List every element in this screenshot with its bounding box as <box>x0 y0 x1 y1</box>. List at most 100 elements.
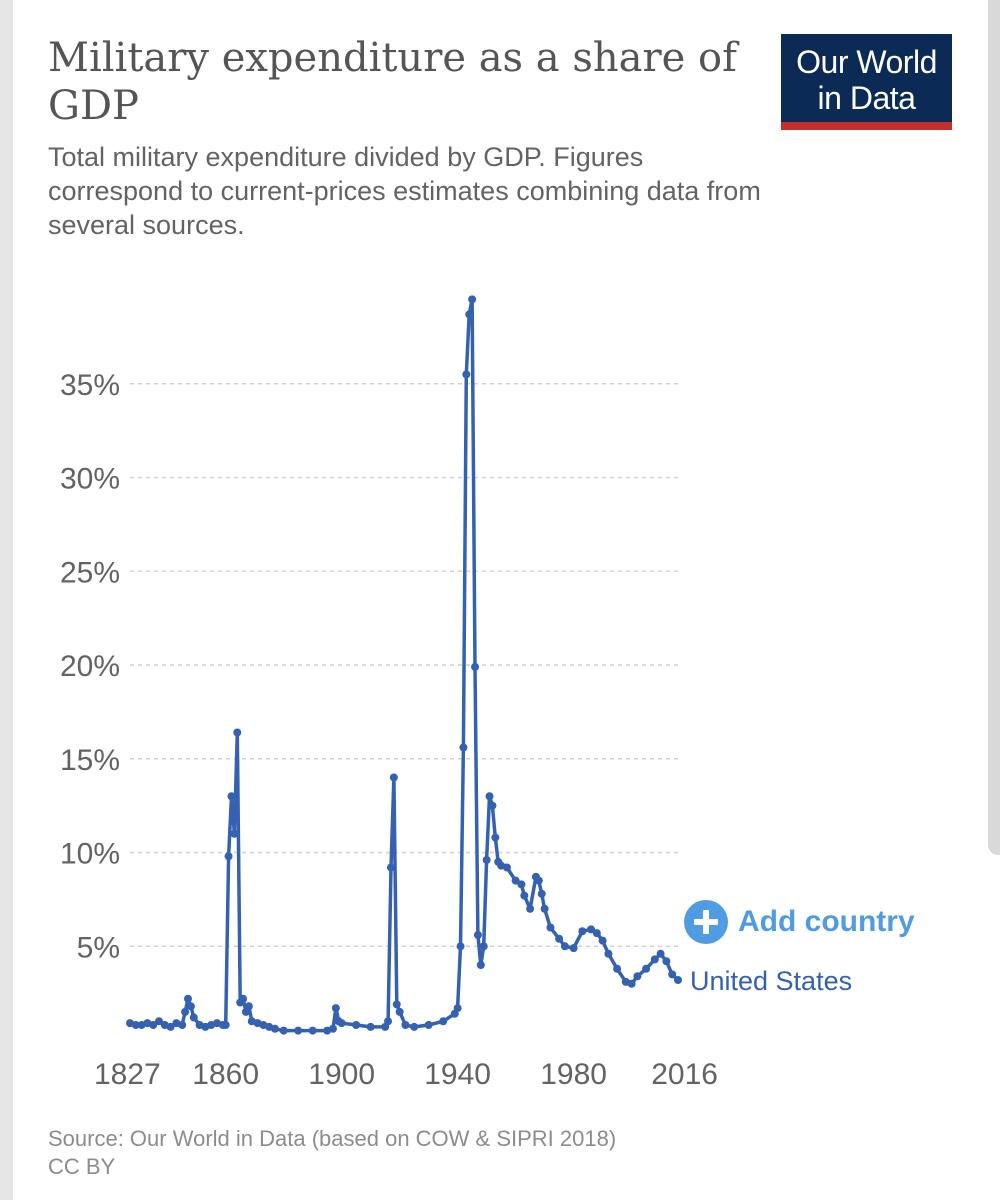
data-point <box>537 889 546 898</box>
logo-line-1: Our World <box>796 44 937 80</box>
y-tick-label: 10% <box>60 838 120 871</box>
data-point <box>592 929 601 938</box>
data-point <box>331 1004 340 1013</box>
data-point <box>337 1019 346 1028</box>
data-point <box>613 964 622 973</box>
x-tick-label: 2016 <box>651 1058 718 1091</box>
data-point <box>482 856 491 864</box>
x-tick-label: 1980 <box>540 1058 607 1091</box>
chart-subtitle: Total military expenditure divided by GD… <box>48 142 761 240</box>
add-country-button[interactable]: Add country <box>684 900 915 944</box>
chart-title: Military expenditure as a share of GDP <box>48 35 737 129</box>
plus-circle-icon <box>684 900 728 944</box>
source-text: Source: Our World in Data (based on COW … <box>48 1126 617 1151</box>
data-point <box>392 1000 401 1009</box>
data-point <box>386 863 395 872</box>
data-point <box>674 976 682 984</box>
data-point <box>279 1026 288 1035</box>
data-point <box>424 1021 433 1029</box>
data-point <box>166 1022 175 1031</box>
data-point <box>642 964 651 973</box>
x-tick-label: 1827 <box>94 1058 161 1091</box>
data-point <box>308 1026 317 1035</box>
data-point <box>410 1022 419 1031</box>
data-point <box>459 743 468 752</box>
data-point <box>395 1007 404 1016</box>
data-point <box>598 936 607 945</box>
data-point <box>627 979 636 988</box>
data-point <box>491 833 500 842</box>
data-point <box>656 949 665 958</box>
data-point <box>462 370 471 379</box>
data-point <box>476 961 485 969</box>
source-note: Source: Our World in Data (based on COW … <box>48 1125 616 1181</box>
data-point <box>389 773 398 782</box>
data-point <box>511 876 520 885</box>
data-point <box>526 904 535 913</box>
data-point <box>650 955 659 964</box>
logo-line-2: in Data <box>817 80 916 116</box>
owid-logo[interactable]: Our World in Data <box>781 34 952 130</box>
data-point <box>517 880 526 889</box>
data-point <box>473 931 482 939</box>
data-point <box>468 295 477 304</box>
data-point <box>555 934 564 943</box>
y-tick-label: 35% <box>60 369 120 402</box>
data-point <box>502 863 511 872</box>
data-point <box>154 1017 163 1026</box>
data-point <box>244 1002 253 1011</box>
data-point <box>233 728 242 737</box>
y-tick-label: 30% <box>60 463 120 496</box>
data-point <box>328 1024 337 1033</box>
data-point <box>439 1017 448 1026</box>
left-window-edge <box>0 0 13 1200</box>
data-point <box>224 852 233 861</box>
data-point <box>587 925 596 934</box>
data-point <box>366 1022 375 1031</box>
data-point <box>465 310 474 319</box>
data-point <box>239 994 248 1003</box>
data-point <box>294 1026 303 1035</box>
data-point <box>546 923 555 932</box>
data-point <box>230 829 239 838</box>
data-point <box>131 1021 140 1029</box>
data-point <box>401 1021 410 1029</box>
scrollbar[interactable] <box>988 0 1000 855</box>
data-point <box>604 949 613 958</box>
data-point <box>149 1021 158 1029</box>
y-tick-label: 20% <box>60 650 120 683</box>
y-tick-label: 25% <box>60 556 120 589</box>
data-point <box>662 957 671 966</box>
data-point <box>227 792 236 801</box>
data-point <box>520 891 529 900</box>
data-point <box>534 876 543 885</box>
data-point <box>560 942 569 951</box>
data-point <box>456 942 465 951</box>
x-tick-label: 1900 <box>308 1058 375 1091</box>
logo-accent-bar <box>781 122 952 130</box>
license-text: CC BY <box>48 1154 116 1179</box>
series-end-label: United States <box>690 966 852 996</box>
data-point <box>453 1004 462 1013</box>
data-point <box>221 1021 230 1029</box>
data-point <box>178 1021 187 1029</box>
data-point <box>668 970 677 979</box>
data-point <box>471 662 480 671</box>
data-point <box>479 942 488 951</box>
data-point <box>183 994 192 1003</box>
data-point <box>633 972 642 981</box>
data-point <box>485 792 494 801</box>
data-point <box>569 944 578 953</box>
x-tick-label: 1860 <box>192 1058 259 1091</box>
y-tick-label: 15% <box>60 744 120 777</box>
data-point <box>578 927 587 936</box>
add-country-label: Add country <box>738 905 915 938</box>
data-point <box>488 801 497 810</box>
x-tick-label: 1940 <box>424 1058 491 1091</box>
data-point <box>384 1017 393 1026</box>
data-point <box>270 1024 279 1033</box>
data-point <box>186 1002 195 1011</box>
data-point <box>540 904 549 913</box>
data-point <box>189 1013 198 1022</box>
